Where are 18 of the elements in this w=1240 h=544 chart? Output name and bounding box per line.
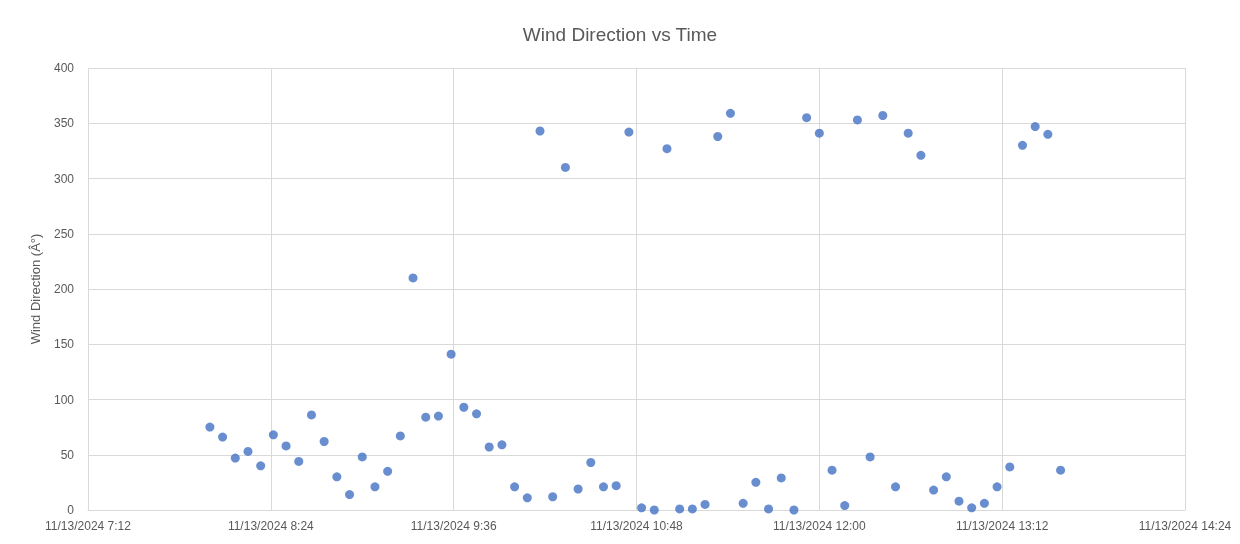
x-tick-label: 11/13/2024 10:48 xyxy=(590,519,684,533)
x-tick-label: 11/13/2024 14:24 xyxy=(1138,519,1232,533)
y-tick-label: 100 xyxy=(53,392,75,407)
y-tick-label: 50 xyxy=(60,447,75,462)
chart-title: Wind Direction vs Time xyxy=(522,24,718,45)
y-tick-label: 250 xyxy=(53,226,75,241)
x-tick-label: 11/13/2024 13:12 xyxy=(955,519,1049,533)
y-tick-label: 350 xyxy=(53,116,75,131)
y-tick-label: 400 xyxy=(53,61,75,75)
y-tick-label: 300 xyxy=(53,171,75,186)
x-tick-label: 11/13/2024 7:12 xyxy=(45,519,132,533)
x-tick-label: 11/13/2024 8:24 xyxy=(227,519,315,533)
y-tick-label: 200 xyxy=(53,282,75,296)
y-tick-label: 0 xyxy=(67,503,75,517)
y-axis-title: Wind Direction (Â°) xyxy=(28,233,43,345)
x-tick-label: 11/13/2024 9:36 xyxy=(410,519,497,533)
y-tick-label: 150 xyxy=(53,337,75,352)
x-tick-label: 11/13/2024 12:00 xyxy=(773,519,866,533)
